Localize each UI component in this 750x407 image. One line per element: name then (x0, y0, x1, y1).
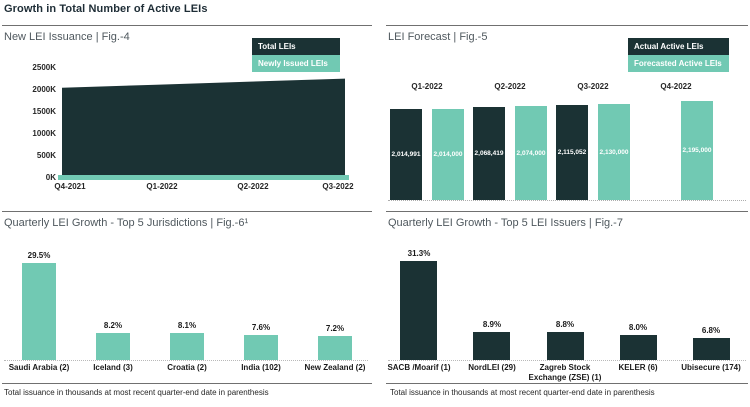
fig5-bar-value: 2,068,419 (474, 150, 504, 157)
fig6-bar (244, 335, 278, 360)
fig5-legend-forecast: Forecasted Active LEIs (628, 55, 729, 72)
fig7-baseline (388, 360, 746, 361)
fig5-bar-value: 2,014,991 (391, 151, 421, 158)
fig4-y-tick: 1000K (32, 129, 56, 138)
fig4-y-tick: 0K (45, 173, 56, 182)
fig5-title: LEI Forecast | Fig.-5 (388, 31, 488, 43)
fig5-bar-forecast: 2,130,000 (598, 104, 630, 200)
panel-divider-top-right (386, 25, 748, 26)
footnote-divider-right (386, 383, 748, 384)
fig4-title: New LEI Issuance | Fig.-4 (4, 31, 130, 43)
fig5-bar-value: 2,074,000 (516, 149, 546, 157)
fig7-value-label: 6.8% (701, 326, 721, 335)
fig5-bar-forecast: 2,195,000 (681, 101, 713, 200)
fig4-y-tick: 2000K (32, 85, 56, 94)
fig4-area-plot (62, 68, 345, 178)
fig6-value-label: 7.6% (251, 323, 271, 332)
fig7-value-label: 8.9% (482, 320, 502, 329)
fig6-value-label: 8.2% (103, 321, 123, 330)
fig4-x-tick: Q3-2022 (322, 182, 354, 191)
fig6-category-label: Iceland (3) (93, 363, 133, 372)
fig7-category-label: SACB /Moarif (1) (387, 363, 451, 372)
fig5-quarter-label: Q3-2022 (577, 82, 609, 91)
footnote-right: Total issuance in thousands at most rece… (390, 388, 655, 397)
fig5-baseline (388, 200, 746, 201)
fig4-x-tick: Q2-2022 (237, 182, 269, 191)
fig4-legend: Total LEIs Newly Issued LEIs (252, 38, 340, 72)
fig7-bar (547, 332, 584, 360)
fig4-legend-total-leis: Total LEIs (252, 38, 340, 55)
fig7-value-label: 31.3% (407, 249, 431, 258)
fig5-bar-forecast: 2,014,000 (432, 109, 464, 200)
fig4-y-tick: 1500K (32, 107, 56, 116)
fig7-title: Quarterly LEI Growth - Top 5 LEI Issuers… (388, 217, 623, 229)
fig6-bar (318, 336, 352, 360)
fig4-x-tick: Q1-2022 (146, 182, 178, 191)
fig6-bar (170, 333, 204, 360)
fig6-value-label: 29.5% (27, 251, 51, 260)
fig7-bar (620, 335, 657, 360)
fig5-quarter-label: Q4-2022 (660, 82, 692, 91)
fig6-bar (22, 263, 56, 360)
fig6-baseline (4, 360, 368, 361)
fig7-category-label: KELER (6) (618, 363, 658, 372)
fig7-category-label: Ubisecure (174) (681, 363, 741, 372)
fig5-bar-value: 2,014,000 (433, 151, 463, 158)
fig4-y-tick: 500K (36, 151, 56, 160)
fig5-bar-actual: 2,068,419 (473, 107, 505, 200)
footnote-left: Total issuance in thousands at most rece… (4, 388, 269, 397)
fig7-category-label: NordLEI (29) (468, 363, 516, 372)
fig7-category-label: Zagreb Stock Exchange (ZSE) (1) (528, 363, 602, 382)
footnote-divider-left (2, 383, 372, 384)
fig4-x-tick: Q4-2021 (54, 182, 86, 191)
panel-divider-top-left (2, 25, 372, 26)
fig5-quarter-label: Q1-2022 (411, 82, 443, 91)
fig4-newly-issued-band (58, 175, 349, 180)
fig6-value-label: 7.2% (325, 324, 345, 333)
fig7-value-label: 8.0% (628, 323, 648, 332)
fig6-category-label: Croatia (2) (167, 363, 207, 372)
fig7-value-label: 8.8% (555, 320, 575, 329)
fig5-legend: Actual Active LEIs Forecasted Active LEI… (628, 38, 729, 72)
fig7-bar (400, 261, 437, 360)
fig7-bar (473, 332, 510, 360)
fig6-value-label: 8.1% (177, 321, 197, 330)
fig6-title: Quarterly LEI Growth - Top 5 Jurisdictio… (4, 217, 249, 229)
fig7-bar (693, 338, 730, 360)
fig4-y-tick: 2500K (32, 63, 56, 72)
panel-divider-bottom-left (2, 211, 372, 212)
fig6-category-label: New Zealand (2) (304, 363, 366, 372)
fig6-category-label: India (102) (241, 363, 281, 372)
fig5-bar-forecast: 2,074,000 (515, 106, 547, 200)
fig6-bar (96, 333, 130, 360)
panel-divider-bottom-right (386, 211, 748, 212)
fig5-bar-actual: 2,014,991 (390, 109, 422, 200)
fig5-bar-value: 2,115,052 (557, 149, 587, 156)
fig5-quarter-label: Q2-2022 (494, 82, 526, 91)
fig5-bar-actual: 2,115,052 (556, 105, 588, 200)
page-title: Growth in Total Number of Active LEIs (4, 3, 208, 15)
fig6-category-label: Saudi Arabia (2) (8, 363, 70, 372)
fig4-legend-newly-issued: Newly Issued LEIs (252, 55, 340, 72)
fig5-bar-value: 2,130,000 (599, 148, 629, 156)
fig5-legend-actual: Actual Active LEIs (628, 38, 729, 55)
fig5-bar-value: 2,195,000 (682, 147, 712, 154)
